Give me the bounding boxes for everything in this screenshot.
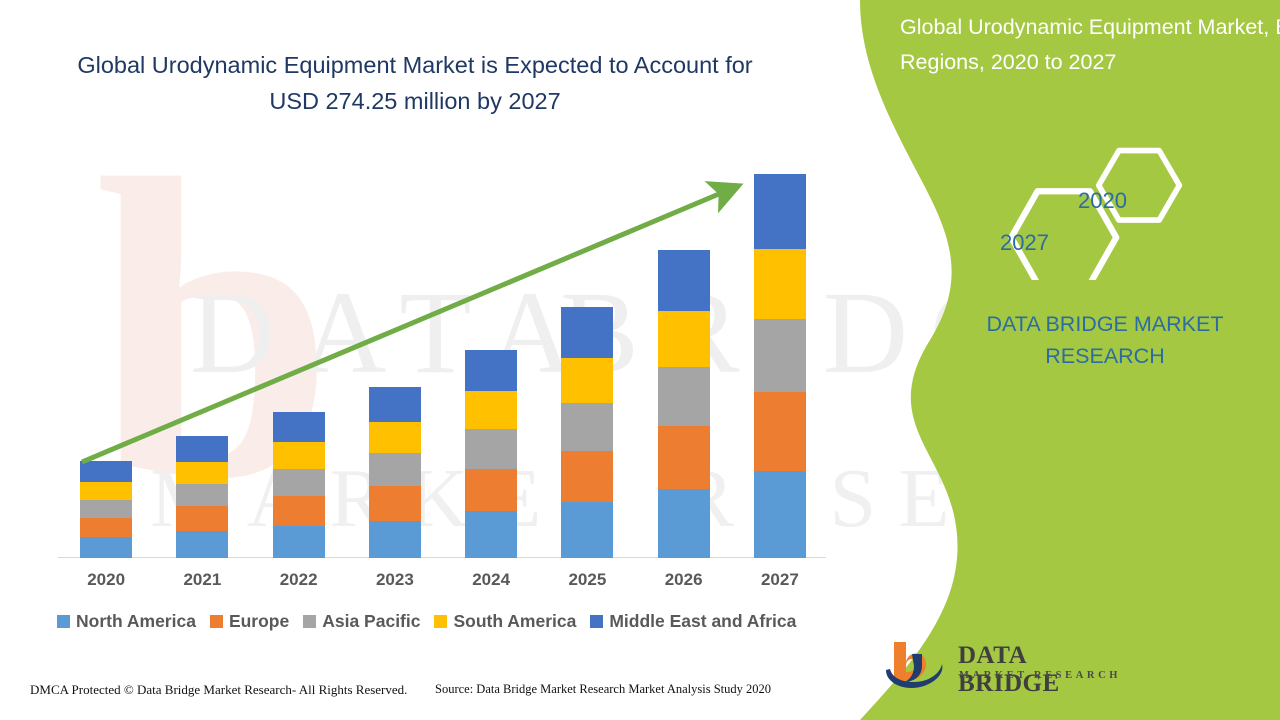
bar-segment xyxy=(176,462,229,485)
bar-segment xyxy=(657,250,710,312)
legend-label: Europe xyxy=(228,611,290,631)
legend-item[interactable]: Europe xyxy=(209,611,290,632)
legend-swatch-icon xyxy=(209,615,223,628)
bar-segment xyxy=(368,422,421,454)
brand-name-line2: RESEARCH xyxy=(1045,344,1165,368)
bar-segment xyxy=(561,357,614,403)
chart-plot-area xyxy=(58,170,828,558)
bar-segment xyxy=(176,530,229,558)
footer-copyright: DMCA Protected © Data Bridge Market Rese… xyxy=(30,682,408,697)
bar-segment xyxy=(657,489,710,558)
x-axis-label: 2021 xyxy=(183,570,222,589)
x-axis-label: 2023 xyxy=(375,570,414,589)
bar-segment xyxy=(368,520,421,558)
bar-segment xyxy=(368,387,421,423)
brand-name: DATA BRIDGE MARKET RESEARCH xyxy=(950,308,1260,372)
legend-swatch-icon xyxy=(590,615,604,628)
bar-segment xyxy=(465,511,518,558)
x-axis-label: 2020 xyxy=(87,570,126,589)
legend-label: Middle East and Africa xyxy=(609,611,797,631)
bar-segment xyxy=(753,248,806,319)
bar-column xyxy=(368,387,421,558)
bar-segment xyxy=(561,450,614,503)
bar-segment xyxy=(368,453,421,486)
bar-column xyxy=(272,411,325,558)
bar-segment xyxy=(657,311,710,367)
bar-column xyxy=(561,307,614,558)
legend-label: South America xyxy=(453,611,577,631)
x-axis-line xyxy=(58,557,826,558)
hex-label-2027: 2027 xyxy=(1000,230,1049,255)
x-axis-label: 2025 xyxy=(568,570,607,589)
legend-swatch-icon xyxy=(303,615,317,628)
bar-segment xyxy=(272,468,325,496)
bar-column xyxy=(176,436,229,558)
legend-swatch-icon xyxy=(434,615,448,628)
bar-segment xyxy=(80,461,133,482)
bar-segment xyxy=(80,517,133,538)
bar-segment xyxy=(80,499,133,518)
bar-segment xyxy=(753,392,806,472)
panel-title: Global Urodynamic Equipment Market, By R… xyxy=(900,15,1280,74)
legend-label: North America xyxy=(76,611,196,631)
brand-name-line1: DATA BRIDGE MARKET xyxy=(986,312,1224,336)
x-axis-label: 2027 xyxy=(760,570,799,589)
bar-column xyxy=(753,173,806,558)
bar-segment xyxy=(80,481,133,500)
legend-item[interactable]: South America xyxy=(434,611,576,632)
bar-segment xyxy=(272,525,325,558)
x-axis-label: 2022 xyxy=(279,570,318,589)
bar-segment xyxy=(753,471,806,558)
bar-segment xyxy=(80,537,133,558)
brand-panel: Global Urodynamic Equipment Market, By R… xyxy=(820,0,1280,720)
bar-column xyxy=(80,461,133,558)
bar-segment xyxy=(176,436,229,463)
bar-segment xyxy=(657,366,710,427)
x-axis-label: 2024 xyxy=(472,570,511,589)
bar-segment xyxy=(561,307,614,358)
logo-mark-icon xyxy=(886,642,943,689)
stacked-bar-chart: 2020 2021 2022 2023 2024 2025 2026 2027 North A… xyxy=(57,170,828,632)
legend-item[interactable]: Asia Pacific xyxy=(303,611,420,632)
legend-item[interactable]: North America xyxy=(57,611,196,632)
hex-label-2020: 2020 xyxy=(1078,188,1127,213)
bar-segment xyxy=(368,485,421,521)
hexagon-badges: 2020 2027 xyxy=(980,145,1210,280)
bar-segment xyxy=(272,441,325,469)
legend-label: Asia Pacific xyxy=(322,611,421,631)
bar-segment xyxy=(272,495,325,526)
logo-wordmark: DATA BRIDGE xyxy=(958,642,1060,697)
bar-segment xyxy=(272,411,325,442)
bar-segment xyxy=(176,506,229,531)
bar-segment xyxy=(465,428,518,469)
bar-column xyxy=(465,349,518,558)
bar-segment xyxy=(753,318,806,393)
legend-item[interactable]: Middle East and Africa xyxy=(590,611,796,632)
company-logo: DATA BRIDGE MARKET RESEARCH xyxy=(880,636,1130,698)
x-axis-labels: 2020 2021 2022 2023 2024 2025 2026 2027 xyxy=(58,570,828,596)
bar-segment xyxy=(465,349,518,392)
logo-tagline: MARKET RESEARCH xyxy=(959,670,1122,681)
bar-segment xyxy=(465,391,518,429)
footer: DMCA Protected © Data Bridge Market Rese… xyxy=(0,676,860,720)
bar-segment xyxy=(561,402,614,451)
bar-segment xyxy=(753,173,806,249)
chart-legend: North America Europe Asia Pacific South Ame… xyxy=(57,611,810,632)
page-title: Global Urodynamic Equipment Market is Ex… xyxy=(77,52,753,114)
bar-segment xyxy=(176,484,229,507)
legend-swatch-icon xyxy=(57,615,70,628)
footer-source: Source: Data Bridge Market Research Mark… xyxy=(435,682,772,696)
hexagon-icon-pair xyxy=(1008,147,1183,280)
bar-segment xyxy=(561,502,614,558)
bar-segment xyxy=(657,426,710,490)
bar-segment xyxy=(465,468,518,512)
x-axis-label: 2026 xyxy=(664,570,703,589)
bar-column xyxy=(657,250,710,558)
